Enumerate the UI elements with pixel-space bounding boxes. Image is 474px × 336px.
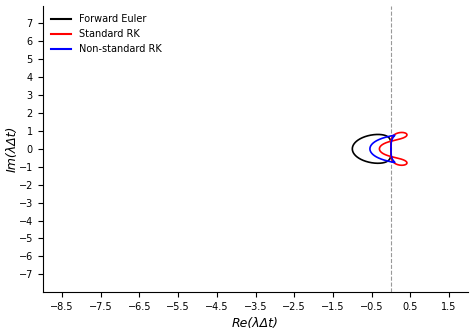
X-axis label: Re(λΔt): Re(λΔt) [232,318,279,330]
Legend: Forward Euler, Standard RK, Non-standard RK: Forward Euler, Standard RK, Non-standard… [47,10,165,58]
Y-axis label: Im(λΔt): Im(λΔt) [6,126,18,172]
